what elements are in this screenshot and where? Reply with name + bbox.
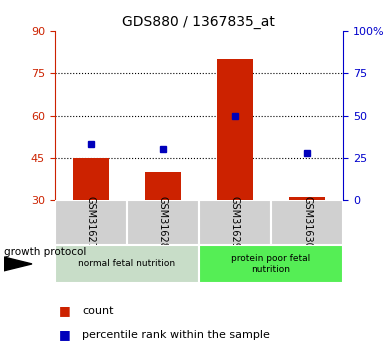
Bar xyxy=(55,200,127,245)
Text: protein poor fetal
nutrition: protein poor fetal nutrition xyxy=(231,254,311,274)
Bar xyxy=(145,172,181,200)
Polygon shape xyxy=(4,257,32,271)
Bar xyxy=(199,245,343,283)
Bar xyxy=(127,200,199,245)
Text: percentile rank within the sample: percentile rank within the sample xyxy=(82,330,270,339)
Bar xyxy=(217,59,253,200)
Text: ■: ■ xyxy=(58,328,70,341)
Bar xyxy=(55,245,199,283)
Bar xyxy=(73,158,109,200)
Text: count: count xyxy=(82,306,113,315)
Text: GSM31629: GSM31629 xyxy=(230,196,240,249)
Text: ■: ■ xyxy=(58,304,70,317)
Text: GSM31627: GSM31627 xyxy=(86,196,96,249)
Title: GDS880 / 1367835_at: GDS880 / 1367835_at xyxy=(122,14,275,29)
Text: normal fetal nutrition: normal fetal nutrition xyxy=(78,259,176,268)
Bar xyxy=(289,197,325,200)
Text: growth protocol: growth protocol xyxy=(4,247,86,257)
Text: GSM31628: GSM31628 xyxy=(158,196,168,249)
Bar xyxy=(271,200,343,245)
Text: GSM31630: GSM31630 xyxy=(302,196,312,249)
Bar xyxy=(199,200,271,245)
